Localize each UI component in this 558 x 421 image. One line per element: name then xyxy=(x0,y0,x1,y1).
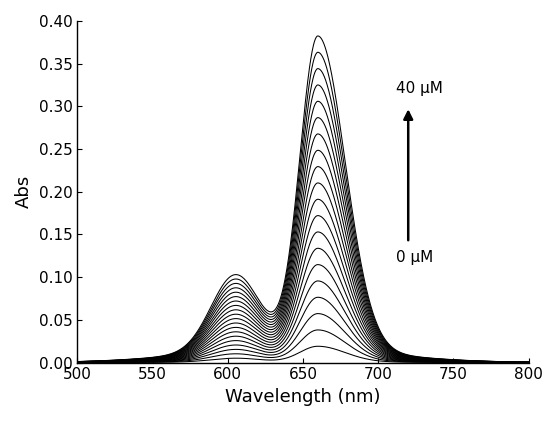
X-axis label: Wavelength (nm): Wavelength (nm) xyxy=(225,388,381,406)
Text: 0 μM: 0 μM xyxy=(396,250,434,265)
Y-axis label: Abs: Abs xyxy=(15,175,33,208)
Text: 40 μM: 40 μM xyxy=(396,81,443,96)
